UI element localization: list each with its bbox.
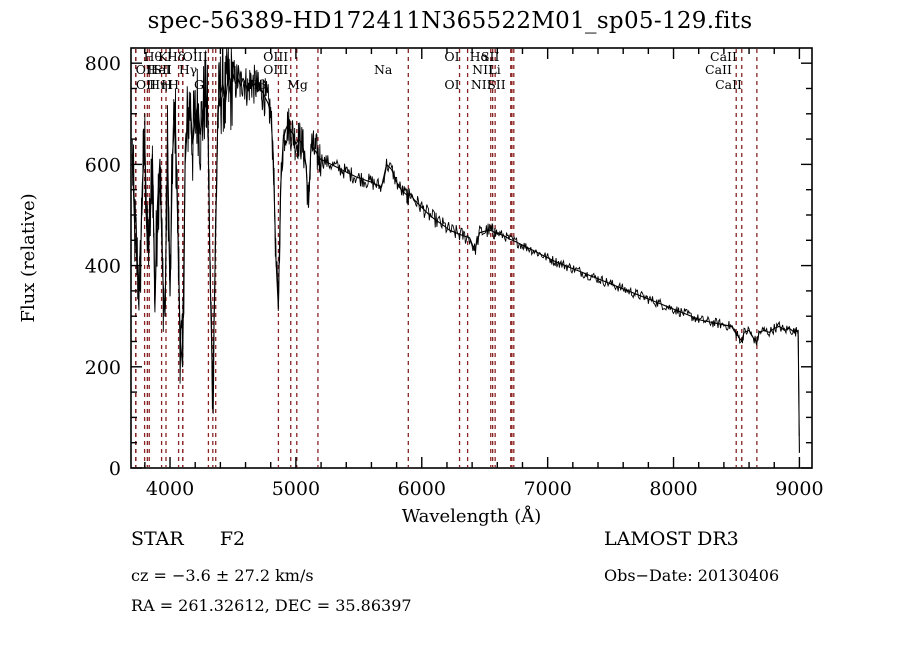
footer-obsdate-row: Obs−Date: 20130406 [604,566,779,585]
spectral-line-label: CaII [715,77,742,92]
spectral-line-label: Hβ [248,77,266,92]
spectral-line-label: H [161,77,172,92]
x-tick-label: 6000 [398,478,446,500]
spectral-line-label: Hα [470,49,490,64]
spectral-line-label: CaII [705,62,732,77]
spectral-line-label: Li [488,62,500,77]
spectral-line-label: Mg [287,77,308,92]
spectral-line-label: SII [487,77,506,92]
y-tick-label: 400 [85,256,121,278]
spectral-line-label: Hη [149,77,167,92]
coordinates-value: RA = 261.32612, DEC = 35.86397 [131,596,412,615]
cz-value: cz = −3.6 ± 27.2 km/s [131,566,314,585]
spectral-line-label: OIII [263,62,288,77]
footer-coords-row: RA = 261.32612, DEC = 35.86397 [131,596,412,615]
spectral-line-label: NII [472,62,493,77]
spectral-line-label: SII [153,62,172,77]
spectral-line-label: OIII [263,49,288,64]
spectral-line-label: K [158,49,168,64]
obs-date-value: Obs−Date: 20130406 [604,566,780,585]
plot-frame [130,47,813,469]
x-tick-label: 4000 [146,478,194,500]
x-tick-label: 5000 [272,478,320,500]
object-type-label: STAR [131,528,184,550]
spectral-line-label: G [194,77,204,92]
spectral-line-label: Hθ [144,49,162,64]
spectral-line-label: OI [444,49,459,64]
page-title: spec-56389-HD172411N365522M01_sp05-129.f… [147,8,753,34]
spectral-line-label: OIII [183,49,208,64]
metadata-footer: STAR F2 cz = −3.6 ± 27.2 km/s RA = 261.3… [0,528,900,648]
spectral-line-label: OII [136,62,156,77]
spectral-line-label: NII [471,77,492,92]
line-label-group: OIIOIIHθHeIHηKHSIIHδHHγGOIIIHβOIIIOIIIMg… [136,49,742,92]
spectral-line-label: Hδ [167,49,185,64]
spectrum-noise [131,47,800,437]
spectral-line-label: CaII [710,49,737,64]
y-tick-label: 800 [85,53,121,75]
spectral-line-label: OI [444,77,459,92]
line-markers [135,49,758,467]
y-tick-label: 200 [85,357,121,379]
spectral-line-label: SII [481,49,500,64]
spectral-line-label: HeI [147,62,170,77]
spectral-line-label: Na [374,62,393,77]
footer-object-row: STAR F2 [131,528,245,550]
spectral-class-label: F2 [219,528,246,550]
x-tick-label: 8000 [649,478,697,500]
spectral-line-label: H [168,77,179,92]
spectrum-chart: 4000 5000 6000 7000 8000 9000 Wavelength (Å) 0 2… [18,47,824,527]
survey-label: LAMOST DR3 [604,528,739,550]
spectral-line-label: Hγ [179,62,197,77]
x-axis-label: Wavelength (Å) [402,505,542,527]
spectrum-trace [131,72,800,453]
footer-cz-row: cz = −3.6 ± 27.2 km/s [131,566,314,585]
y-axis-label: Flux (relative) [18,193,39,322]
y-tick-label: 0 [109,458,121,480]
y-axis-ticks: 0 200 400 600 800 [85,53,812,480]
x-tick-label: 7000 [523,478,571,500]
spectral-line-label: OII [136,77,156,92]
footer-survey-row: LAMOST DR3 [604,528,739,550]
x-axis-ticks: 4000 5000 6000 7000 8000 9000 [144,48,824,500]
y-tick-label: 600 [85,154,121,176]
x-tick-label: 9000 [775,478,823,500]
